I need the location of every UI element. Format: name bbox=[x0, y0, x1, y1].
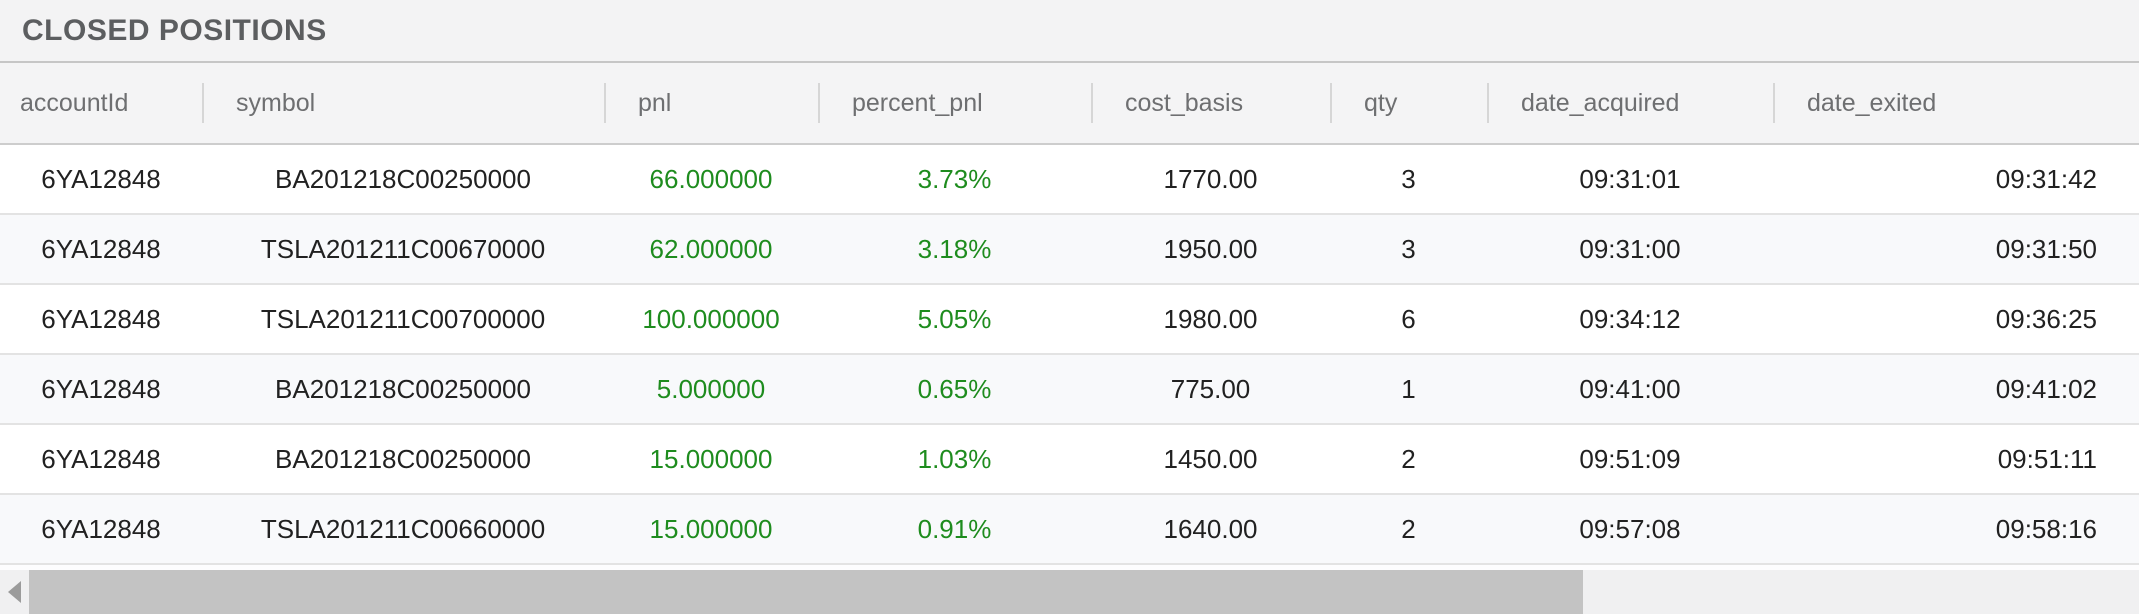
table-row[interactable]: 6YA12848 TSLA201211C00700000 100.000000 5.0… bbox=[0, 285, 2139, 355]
column-header-accountId[interactable]: accountId bbox=[20, 88, 129, 117]
column-header-date_exited[interactable]: date_exited bbox=[1773, 63, 2139, 143]
table-bottom-strip bbox=[0, 565, 2139, 570]
cell-accountId: 6YA12848 bbox=[41, 233, 161, 264]
cell-qty: 2 bbox=[1401, 513, 1416, 544]
table-row[interactable]: 6YA12848 TSLA201211C00660000 15.000000 0.91… bbox=[0, 495, 2139, 565]
cell-percent_pnl: 0.65% bbox=[917, 373, 992, 404]
cell-symbol: BA201218C00250000 bbox=[275, 373, 531, 404]
column-header-cost_basis[interactable]: cost_basis bbox=[1091, 63, 1330, 143]
cell-pnl: 15.000000 bbox=[649, 443, 773, 474]
table-row[interactable]: 6YA12848 BA201218C00250000 66.000000 3.73% 1… bbox=[0, 145, 2139, 215]
cell-qty: 6 bbox=[1401, 303, 1416, 334]
cell-symbol: TSLA201211C00700000 bbox=[260, 303, 546, 334]
cell-qty: 2 bbox=[1401, 443, 1416, 474]
cell-cost_basis: 1950.00 bbox=[1163, 233, 1258, 264]
table-body: 6YA12848 BA201218C00250000 66.000000 3.73% 1… bbox=[0, 145, 2139, 565]
column-header-percent_pnl[interactable]: percent_pnl bbox=[818, 63, 1091, 143]
cell-date_acquired: 09:34:12 bbox=[1579, 303, 1681, 334]
column-header-date_acquired[interactable]: date_acquired bbox=[1487, 63, 1773, 143]
table-row[interactable]: 6YA12848 BA201218C00250000 5.000000 0.65% 77… bbox=[0, 355, 2139, 425]
cell-date_exited: 09:51:11 bbox=[1997, 443, 2097, 474]
cell-percent_pnl: 1.03% bbox=[917, 443, 992, 474]
cell-date_exited: 09:31:50 bbox=[1995, 233, 2097, 264]
cell-percent_pnl: 3.73% bbox=[917, 163, 992, 194]
cell-percent_pnl: 3.18% bbox=[917, 233, 992, 264]
cell-percent_pnl: 5.05% bbox=[917, 303, 992, 334]
scroll-left-icon bbox=[8, 581, 21, 603]
horizontal-scrollbar[interactable] bbox=[0, 570, 2139, 614]
cell-symbol: TSLA201211C00660000 bbox=[260, 513, 546, 544]
cell-accountId: 6YA12848 bbox=[41, 443, 161, 474]
cell-date_acquired: 09:41:00 bbox=[1579, 373, 1681, 404]
cell-pnl: 15.000000 bbox=[649, 513, 773, 544]
table-header-row: accountId symbol pnl percent_pnl cost_basis q… bbox=[0, 63, 2139, 145]
cell-qty: 3 bbox=[1401, 233, 1416, 264]
column-header-pnl[interactable]: pnl bbox=[604, 63, 818, 143]
cell-symbol: BA201218C00250000 bbox=[275, 443, 531, 474]
cell-cost_basis: 1770.00 bbox=[1163, 163, 1258, 194]
cell-qty: 3 bbox=[1401, 163, 1416, 194]
cell-date_acquired: 09:31:00 bbox=[1579, 233, 1681, 264]
column-header-symbol[interactable]: symbol bbox=[202, 63, 604, 143]
column-header-qty[interactable]: qty bbox=[1330, 63, 1487, 143]
cell-cost_basis: 1450.00 bbox=[1163, 443, 1258, 474]
cell-date_exited: 09:36:25 bbox=[1995, 303, 2097, 334]
cell-cost_basis: 775.00 bbox=[1170, 373, 1251, 404]
cell-pnl: 66.000000 bbox=[649, 163, 773, 194]
cell-date_acquired: 09:51:09 bbox=[1579, 443, 1681, 474]
cell-accountId: 6YA12848 bbox=[41, 163, 161, 194]
scrollbar-thumb[interactable] bbox=[29, 570, 1583, 614]
cell-accountId: 6YA12848 bbox=[41, 303, 161, 334]
table-row[interactable]: 6YA12848 TSLA201211C00670000 62.000000 3.18… bbox=[0, 215, 2139, 285]
table-row[interactable]: 6YA12848 BA201218C00250000 15.000000 1.03% 1… bbox=[0, 425, 2139, 495]
cell-date_exited: 09:41:02 bbox=[1995, 373, 2097, 404]
cell-percent_pnl: 0.91% bbox=[917, 513, 992, 544]
cell-pnl: 5.000000 bbox=[656, 373, 766, 404]
cell-pnl: 62.000000 bbox=[649, 233, 773, 264]
cell-date_acquired: 09:57:08 bbox=[1579, 513, 1681, 544]
cell-date_acquired: 09:31:01 bbox=[1579, 163, 1681, 194]
panel-title: CLOSED POSITIONS bbox=[22, 13, 327, 47]
cell-cost_basis: 1980.00 bbox=[1163, 303, 1258, 334]
cell-accountId: 6YA12848 bbox=[41, 373, 161, 404]
panel-header: CLOSED POSITIONS bbox=[0, 0, 2139, 63]
cell-qty: 1 bbox=[1401, 373, 1416, 404]
cell-date_exited: 09:31:42 bbox=[1995, 163, 2097, 194]
cell-symbol: TSLA201211C00670000 bbox=[260, 233, 546, 264]
scroll-left-button[interactable] bbox=[0, 570, 29, 614]
cell-accountId: 6YA12848 bbox=[41, 513, 161, 544]
cell-pnl: 100.000000 bbox=[642, 303, 780, 334]
cell-date_exited: 09:58:16 bbox=[1995, 513, 2097, 544]
cell-cost_basis: 1640.00 bbox=[1163, 513, 1258, 544]
cell-symbol: BA201218C00250000 bbox=[275, 163, 531, 194]
